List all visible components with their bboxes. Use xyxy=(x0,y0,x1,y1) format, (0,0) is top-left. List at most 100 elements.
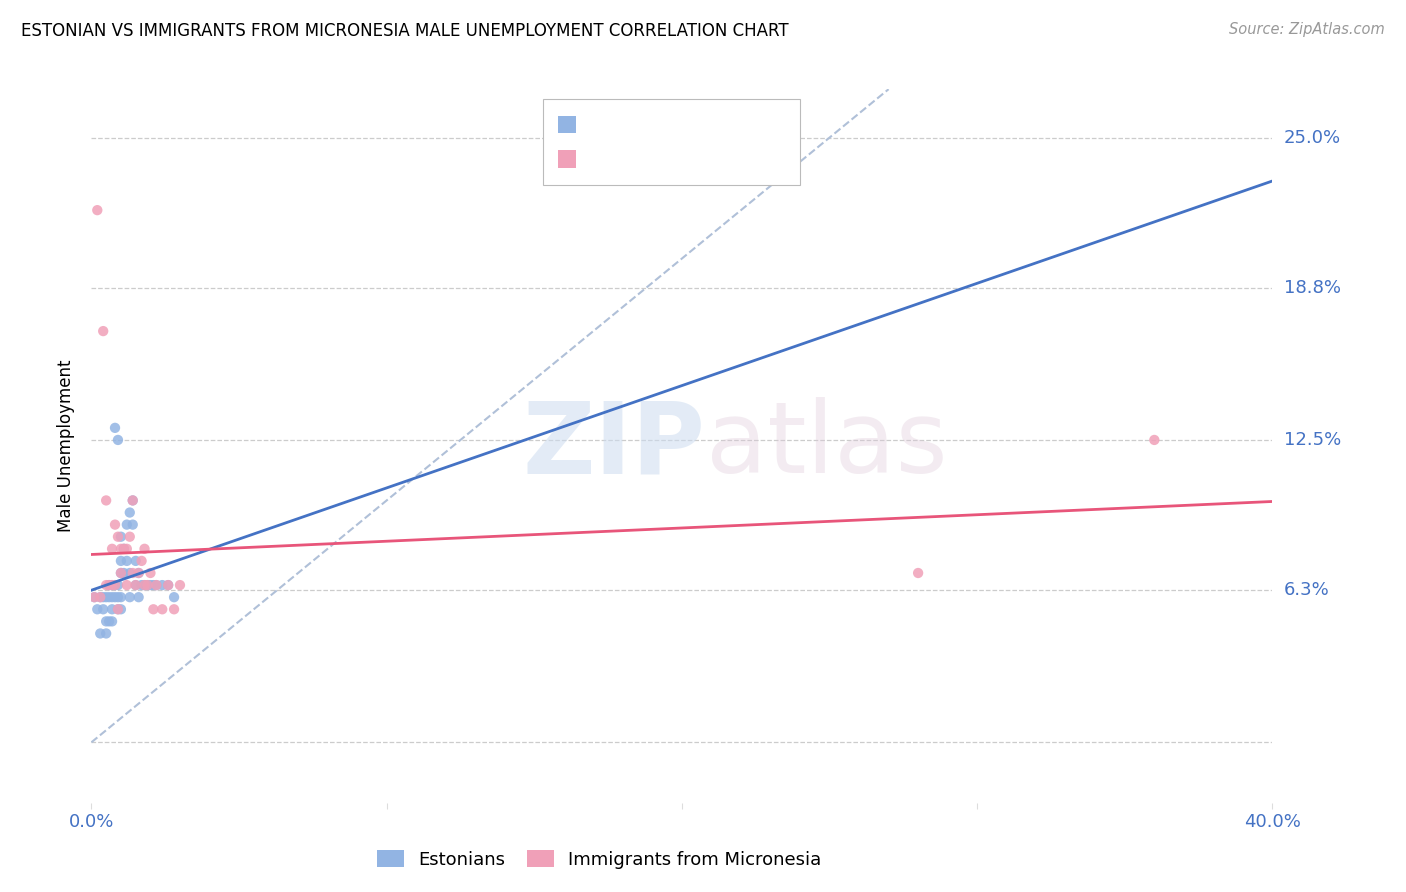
Point xyxy=(101,590,124,604)
Text: 6.3%: 6.3% xyxy=(1284,581,1329,599)
Point xyxy=(104,578,127,592)
Text: 36: 36 xyxy=(730,150,754,168)
Point xyxy=(907,566,929,580)
Point xyxy=(169,578,191,592)
Point xyxy=(150,578,173,592)
Point xyxy=(139,566,162,580)
Point xyxy=(163,602,186,616)
Point xyxy=(96,626,118,640)
Point xyxy=(134,541,156,556)
Point xyxy=(115,541,138,556)
Point xyxy=(96,493,118,508)
Point xyxy=(110,541,132,556)
Point xyxy=(89,590,111,604)
Text: 0.220: 0.220 xyxy=(624,116,679,134)
Point xyxy=(134,578,156,592)
Point xyxy=(96,615,118,629)
Point xyxy=(98,578,121,592)
Point xyxy=(110,554,132,568)
Text: 0.197: 0.197 xyxy=(624,150,679,168)
Point xyxy=(110,590,132,604)
Point xyxy=(89,590,111,604)
Point xyxy=(96,578,118,592)
Point xyxy=(91,602,114,616)
Point xyxy=(86,203,108,218)
Point xyxy=(101,578,124,592)
Point xyxy=(110,530,132,544)
Point xyxy=(118,590,141,604)
Point xyxy=(124,554,148,568)
Point xyxy=(104,578,127,592)
Point xyxy=(91,324,114,338)
Point xyxy=(112,541,135,556)
Point xyxy=(121,493,143,508)
Point xyxy=(136,578,159,592)
Point xyxy=(104,590,127,604)
Point xyxy=(115,554,138,568)
Point xyxy=(110,602,132,616)
Point xyxy=(110,566,132,580)
Legend: Estonians, Immigrants from Micronesia: Estonians, Immigrants from Micronesia xyxy=(370,843,830,876)
Point xyxy=(101,578,124,592)
Point xyxy=(136,578,159,592)
Point xyxy=(163,590,186,604)
Point xyxy=(128,566,150,580)
Point xyxy=(101,602,124,616)
Point xyxy=(107,433,129,447)
Point xyxy=(118,530,141,544)
Point xyxy=(86,602,108,616)
Point xyxy=(98,578,121,592)
Point xyxy=(83,590,105,604)
Point xyxy=(107,590,129,604)
Text: R =: R = xyxy=(585,116,628,134)
Text: ZIP: ZIP xyxy=(523,398,706,494)
Y-axis label: Male Unemployment: Male Unemployment xyxy=(58,359,76,533)
Point xyxy=(142,578,165,592)
Text: 18.8%: 18.8% xyxy=(1284,278,1340,296)
Text: ESTONIAN VS IMMIGRANTS FROM MICRONESIA MALE UNEMPLOYMENT CORRELATION CHART: ESTONIAN VS IMMIGRANTS FROM MICRONESIA M… xyxy=(21,22,789,40)
Point xyxy=(121,493,143,508)
Point xyxy=(131,554,153,568)
Point xyxy=(150,602,173,616)
Point xyxy=(98,590,121,604)
Text: 50: 50 xyxy=(730,116,754,134)
Point xyxy=(157,578,180,592)
Text: 25.0%: 25.0% xyxy=(1284,128,1341,146)
Point xyxy=(124,578,148,592)
Point xyxy=(107,578,129,592)
Text: 12.5%: 12.5% xyxy=(1284,431,1341,449)
Point xyxy=(1143,433,1166,447)
Point xyxy=(128,590,150,604)
Point xyxy=(115,578,138,592)
Point xyxy=(145,578,167,592)
Point xyxy=(134,578,156,592)
Point xyxy=(112,566,135,580)
Point xyxy=(131,578,153,592)
Point xyxy=(121,566,143,580)
Text: R =: R = xyxy=(585,150,628,168)
Point xyxy=(89,626,111,640)
Point xyxy=(139,578,162,592)
Point xyxy=(124,578,148,592)
Point xyxy=(98,615,121,629)
Point xyxy=(157,578,180,592)
Text: N =: N = xyxy=(690,116,724,134)
Point xyxy=(104,421,127,435)
Text: N =: N = xyxy=(690,150,724,168)
Text: Source: ZipAtlas.com: Source: ZipAtlas.com xyxy=(1229,22,1385,37)
Point xyxy=(115,517,138,532)
Point xyxy=(118,566,141,580)
Point xyxy=(107,602,129,616)
Point xyxy=(107,530,129,544)
Point xyxy=(110,566,132,580)
Point xyxy=(83,590,105,604)
Point xyxy=(96,590,118,604)
Point xyxy=(142,602,165,616)
Point xyxy=(101,615,124,629)
Point xyxy=(121,517,143,532)
Point xyxy=(118,506,141,520)
Point xyxy=(145,578,167,592)
Point xyxy=(107,602,129,616)
Point xyxy=(104,517,127,532)
Point xyxy=(101,541,124,556)
